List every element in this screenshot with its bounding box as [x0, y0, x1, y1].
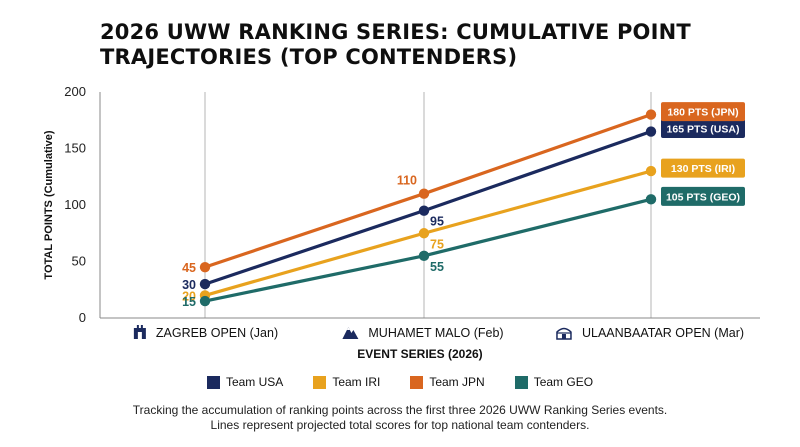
end-badge-2 — [661, 102, 745, 122]
legend-swatch-iri — [313, 375, 327, 389]
data-point-team-usa-2 — [645, 126, 657, 137]
legend-item-iri: Team IRI — [313, 375, 380, 389]
footnote: Tracking the accumulation of ranking poi… — [0, 403, 800, 433]
legend-item-usa: Team USA — [206, 375, 284, 389]
data-point-team-usa-1 — [418, 205, 430, 216]
data-point-team-jpn-1 — [418, 188, 430, 199]
x-tick-label-2: ULAANBAATAR OPEN (Mar) — [582, 326, 744, 340]
x-axis-label: EVENT SERIES (2026) — [357, 347, 482, 361]
legend-label-geo: Team GEO — [533, 375, 594, 389]
yurt-icon — [556, 327, 572, 340]
footnote-line-2: Lines represent projected total scores f… — [210, 418, 590, 432]
point-label-team-usa-1: 95 — [430, 215, 444, 229]
point-label-team-iri-1: 75 — [430, 237, 444, 251]
point-label-team-usa-0: 30 — [182, 278, 196, 292]
data-point-team-geo-0 — [199, 295, 211, 307]
x-tick-label-0: ZAGREB OPEN (Jan) — [156, 326, 278, 340]
line-chart: 0 50 100 150 200 TOTAL POINTS (Cumulative) ZAG… — [43, 84, 760, 361]
castle-icon — [133, 325, 146, 339]
data-point-team-iri-1 — [418, 228, 430, 239]
legend-swatch-geo — [514, 375, 528, 389]
y-tick-label-200: 200 — [64, 84, 86, 99]
legend-item-geo: Team GEO — [514, 375, 594, 389]
point-label-team-jpn-1: 110 — [397, 174, 417, 188]
end-label-3: 105 PTS (GEO) — [666, 191, 740, 203]
data-point-team-usa-0 — [199, 278, 211, 290]
legend-label-usa: Team USA — [225, 375, 284, 389]
data-point-team-iri-2 — [645, 165, 657, 177]
data-point-team-jpn-2 — [645, 109, 657, 120]
point-label-team-jpn-0: 45 — [182, 261, 196, 275]
point-label-team-geo-0: 15 — [182, 295, 196, 309]
legend-swatch-usa — [206, 375, 220, 389]
data-point-team-jpn-0 — [199, 261, 211, 273]
end-badge-3 — [661, 186, 745, 206]
y-tick-label-0: 0 — [79, 310, 86, 325]
end-label-0: 165 PTS (USA) — [667, 124, 740, 136]
y-axis-label: TOTAL POINTS (Cumulative) — [43, 130, 55, 279]
end-badge-1 — [661, 158, 745, 178]
end-label-2: 180 PTS (JPN) — [667, 107, 738, 119]
footnote-line-1: Tracking the accumulation of ranking poi… — [132, 403, 668, 417]
series-line-team-geo — [204, 197, 652, 303]
x-tick-label-1: MUHAMET MALO (Feb) — [368, 326, 503, 340]
data-point-team-geo-2 — [645, 194, 657, 205]
data-point-team-geo-1 — [418, 250, 430, 262]
y-tick-label-150: 150 — [64, 141, 86, 156]
point-label-team-geo-1: 55 — [430, 260, 444, 274]
legend-label-jpn: Team JPN — [429, 375, 485, 389]
mountain-icon — [342, 327, 359, 339]
legend-label-iri: Team IRI — [332, 375, 381, 389]
end-label-1: 130 PTS (IRI) — [671, 163, 735, 175]
y-tick-label-100: 100 — [64, 197, 86, 212]
y-tick-label-50: 50 — [72, 254, 86, 269]
point-label-team-iri-0: 20 — [182, 289, 196, 303]
legend: Team USA Team IRI Team JPN Team GEO — [0, 375, 800, 389]
chart-title: 2026 UWW RANKING SERIES: CUMULATIVE POIN… — [100, 20, 691, 69]
end-badge-0 — [661, 119, 745, 139]
legend-swatch-jpn — [410, 375, 424, 389]
legend-item-jpn: Team JPN — [410, 375, 485, 389]
